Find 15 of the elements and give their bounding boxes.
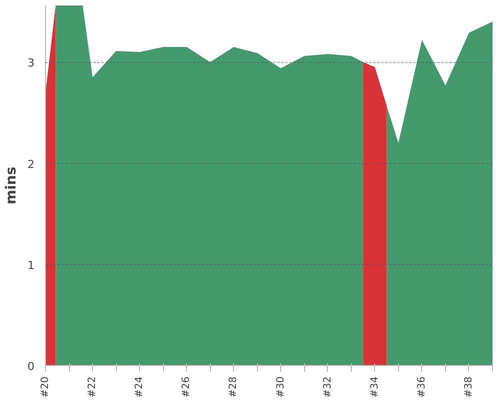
x-tick-label: #26 bbox=[181, 376, 192, 398]
x-tick-label: #34 bbox=[369, 376, 380, 398]
y-tick-label: 2 bbox=[28, 158, 34, 171]
x-tick-label: #28 bbox=[228, 376, 240, 398]
y-axis-title: mins bbox=[4, 166, 20, 204]
x-tick-label: #36 bbox=[416, 376, 428, 398]
y-tick-label: 0 bbox=[28, 360, 34, 373]
x-tick-label: #22 bbox=[87, 376, 98, 398]
x-tick-label: #32 bbox=[322, 376, 334, 398]
x-tick-label: #20 bbox=[40, 376, 51, 398]
x-tick-label: #30 bbox=[275, 376, 286, 398]
x-tick-label: #38 bbox=[463, 376, 474, 398]
y-tick-label: 3 bbox=[28, 56, 34, 70]
y-tick-label: 1 bbox=[28, 258, 34, 272]
x-tick-label: #24 bbox=[134, 376, 146, 398]
